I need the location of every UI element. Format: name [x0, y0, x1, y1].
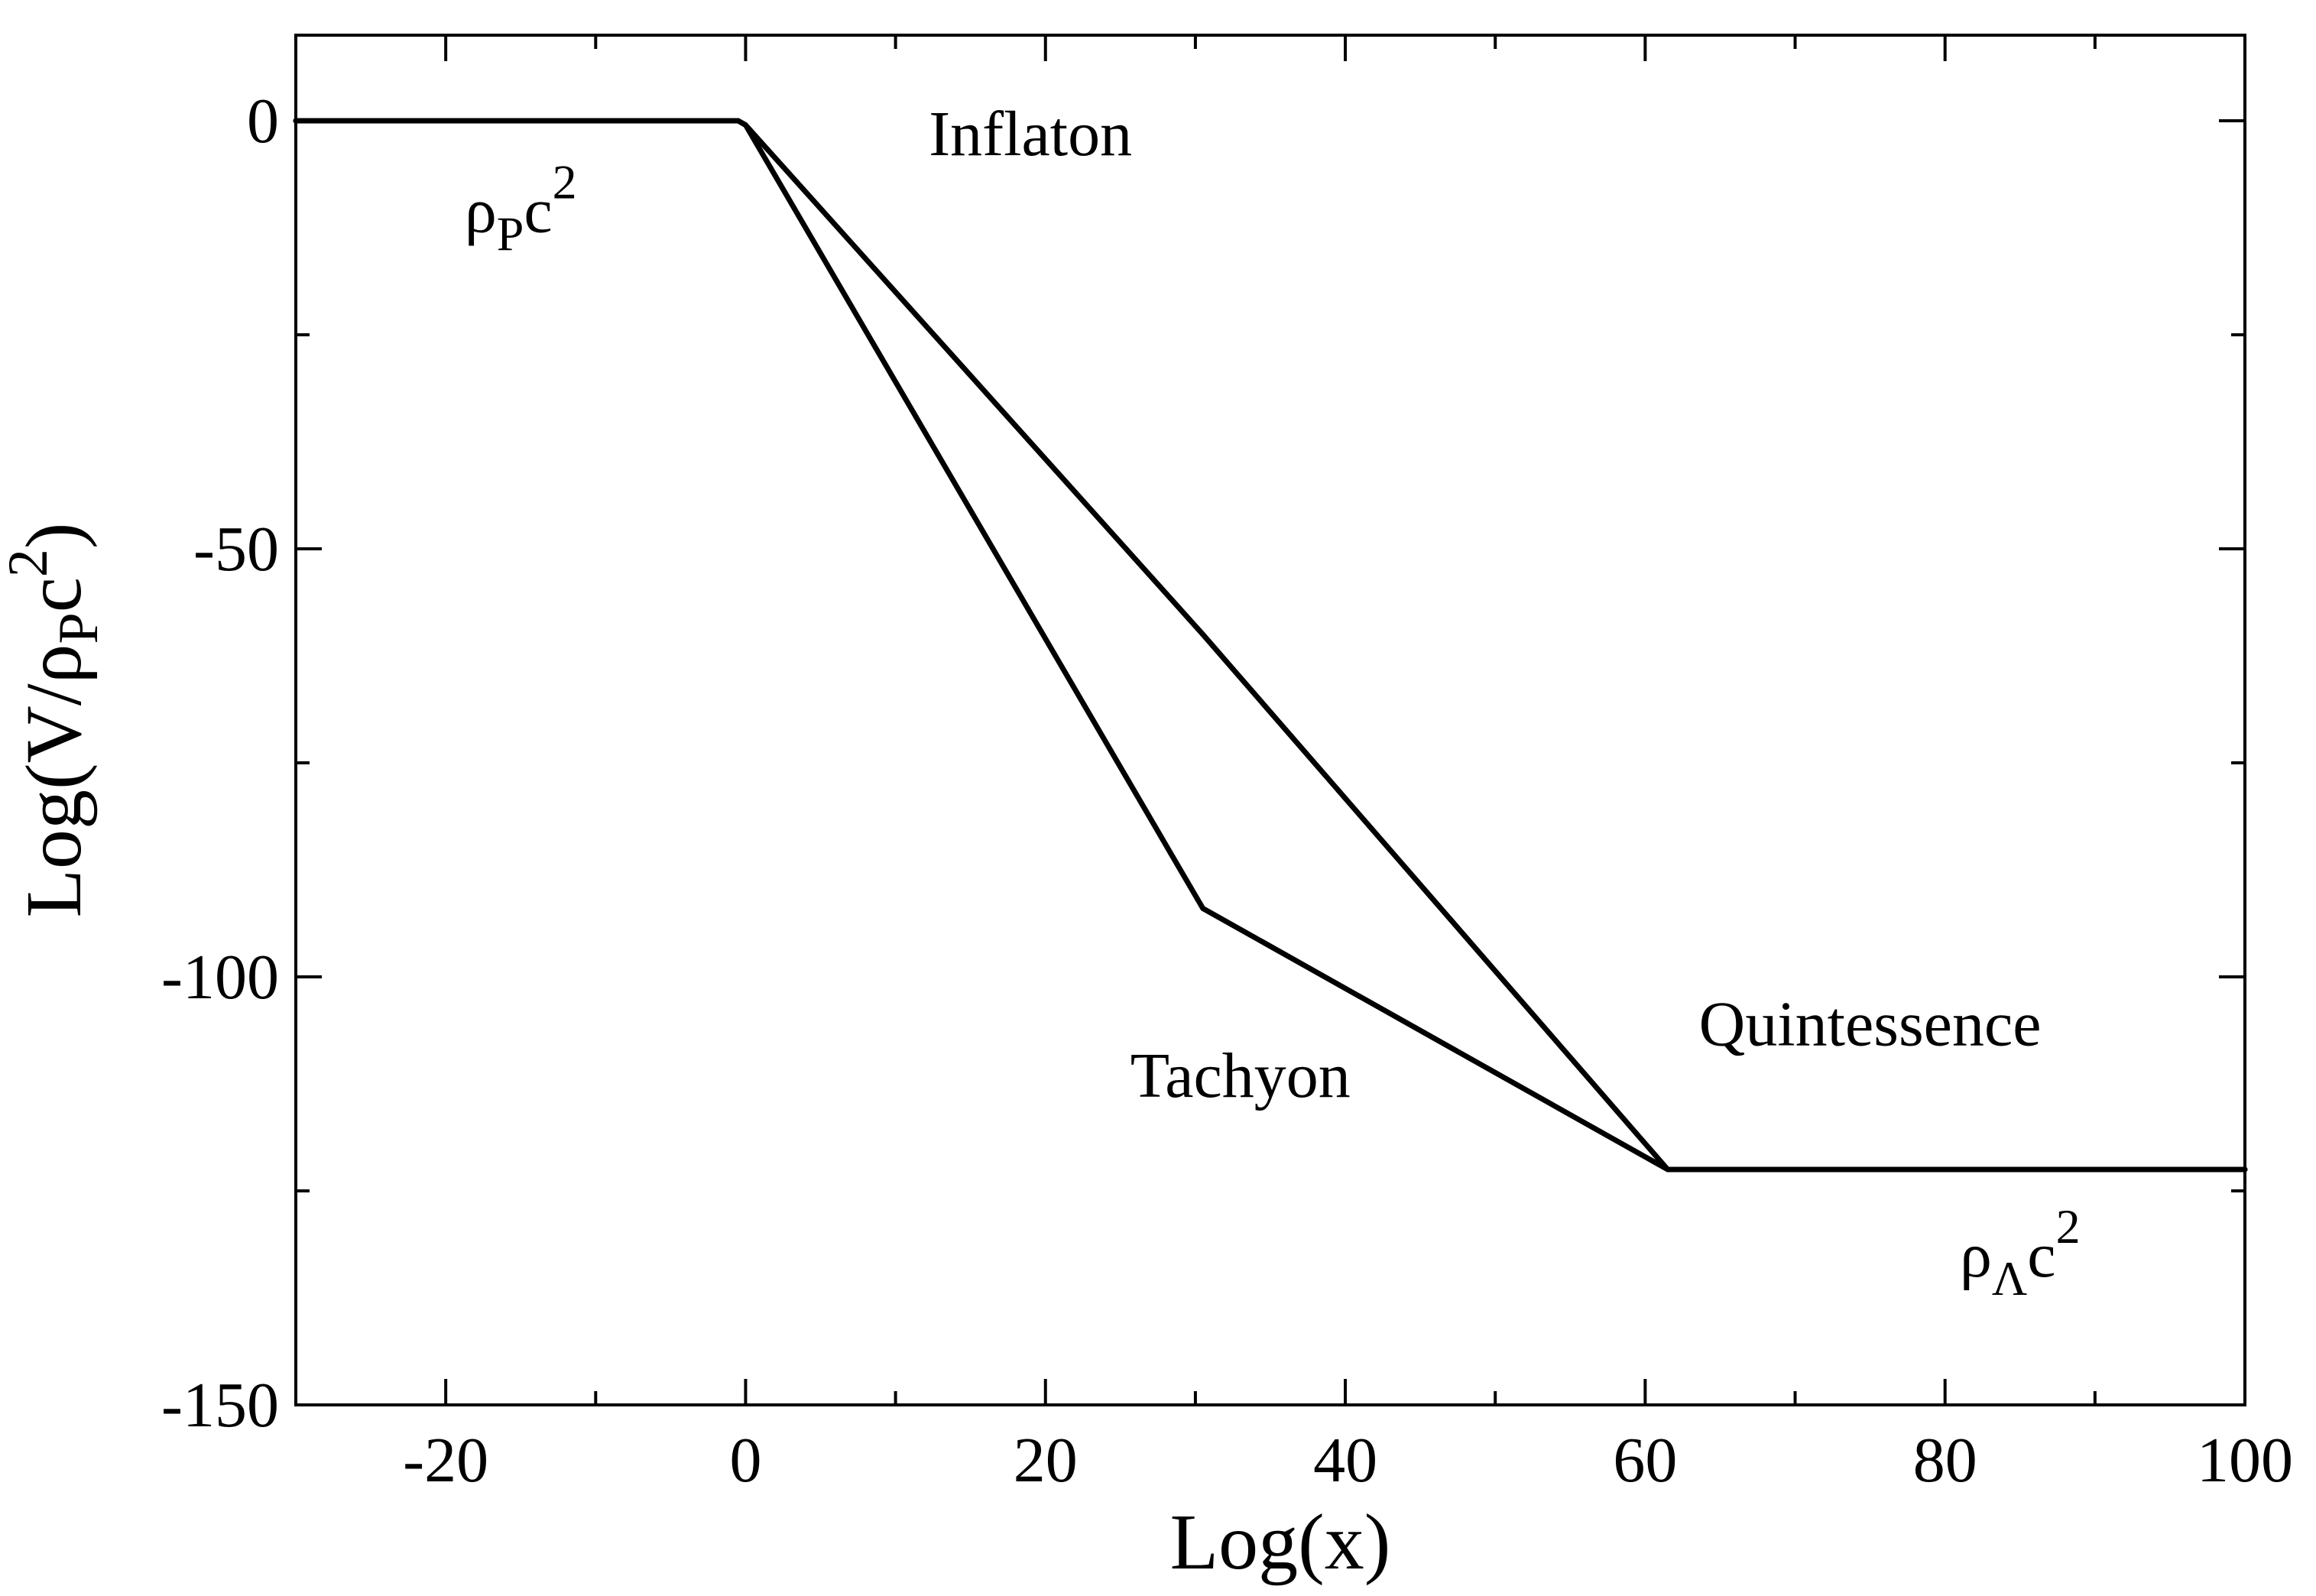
- x-tick-label: 60: [1613, 1425, 1677, 1496]
- x-axis-title: Log(x): [1170, 1498, 1391, 1586]
- x-tick-label: 20: [1014, 1425, 1078, 1496]
- x-tick-label: 0: [729, 1425, 761, 1496]
- tick-labels: -20 0 20 40 60 80 100 0 -50 -100 -150: [161, 86, 2293, 1496]
- annotation-label: Quintessence: [1699, 989, 2042, 1060]
- y-tick-label: -150: [161, 1370, 279, 1441]
- annotation-part: c: [2027, 1220, 2055, 1291]
- annotation-label: ρΛc2: [1960, 1199, 2081, 1306]
- x-tick-label: 100: [2197, 1425, 2293, 1496]
- y-axis-title: Log(V/ρPc2): [0, 522, 110, 917]
- annotation-label: Inflaton: [929, 99, 1132, 170]
- x-tick-label: 40: [1313, 1425, 1377, 1496]
- annotation-part: c: [524, 176, 552, 247]
- y-axis-title-main: Log(V/ρ: [10, 644, 98, 917]
- annotation-part: ρ: [465, 176, 497, 247]
- annotation-part: 2: [2056, 1199, 2081, 1254]
- annotation-label: Tachyon: [1130, 1040, 1351, 1111]
- series-line-2: [293, 118, 2248, 1173]
- axis-ticks: [294, 35, 2246, 1406]
- y-axis-title-close: ): [10, 522, 98, 549]
- annotation-label: ρPc2: [465, 155, 577, 261]
- series-group: [293, 118, 2248, 1173]
- annotation-part: P: [497, 207, 524, 261]
- x-tick-label: -20: [403, 1425, 488, 1496]
- y-tick-label: -50: [193, 514, 279, 585]
- y-tick-label: 0: [247, 86, 279, 157]
- y-tick-label: -100: [161, 942, 279, 1013]
- y-axis-title-sub: P: [47, 612, 110, 644]
- x-tick-label: 80: [1913, 1425, 1977, 1496]
- annotation-part: ρ: [1960, 1220, 1992, 1291]
- annotation-part: Λ: [1992, 1251, 2027, 1306]
- y-axis-title-mid: c: [10, 577, 98, 612]
- y-axis-title-sup: 2: [0, 549, 60, 577]
- annotation-part: 2: [553, 155, 577, 209]
- plot-frame: [294, 34, 2246, 1406]
